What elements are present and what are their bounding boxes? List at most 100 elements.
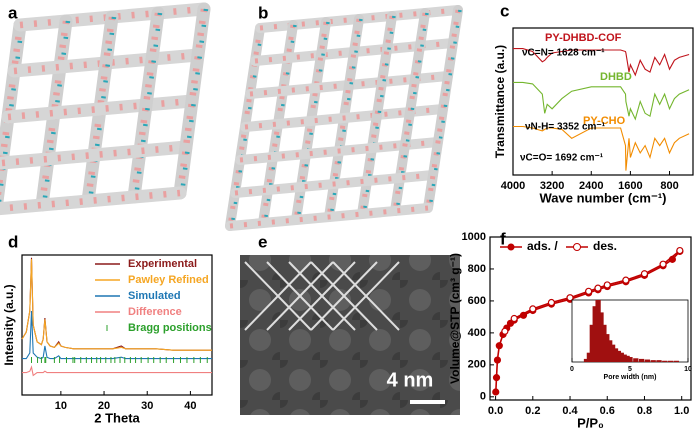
y-axis-label: Intensity (a.u.)	[2, 284, 16, 365]
panel-label: c	[500, 1, 509, 20]
plot-frame	[21, 254, 213, 396]
framework-strand	[423, 5, 463, 213]
data-point	[495, 342, 503, 350]
lattice-overlay	[244, 261, 400, 331]
framework-atoms	[244, 106, 444, 130]
bar	[624, 355, 630, 362]
bar	[618, 352, 624, 362]
annotation: νC=N= 1628 cm⁻¹	[522, 48, 605, 59]
bar	[673, 360, 680, 362]
panel-label: a	[8, 3, 18, 22]
annotation: νN-H= 3352 cm⁻¹	[525, 122, 606, 133]
data-point	[501, 327, 509, 335]
data-point	[492, 388, 500, 396]
bar	[662, 360, 668, 362]
framework-atoms	[428, 9, 462, 209]
framework-atoms	[362, 15, 396, 215]
x-tick-label: 4000	[501, 180, 525, 192]
bar	[627, 357, 633, 362]
panel-label: f	[500, 229, 506, 248]
data-point	[585, 287, 593, 295]
bar	[615, 350, 622, 362]
x-tick-label: 2400	[579, 180, 603, 192]
series-line	[513, 81, 690, 121]
framework-strand	[0, 186, 187, 216]
data-point	[659, 260, 667, 268]
series-label: PY-CHO	[583, 115, 626, 127]
series-line	[513, 48, 690, 77]
x-tick-label: 0.6	[600, 405, 615, 417]
scale-bar-label: 4 nm	[387, 369, 434, 391]
plot-frame	[512, 27, 694, 176]
data-point	[492, 374, 501, 382]
series-line	[21, 257, 212, 351]
legend-label: Pawley Refined	[128, 274, 209, 286]
y-tick-label: 600	[468, 295, 486, 307]
x-tick-label: 1.0	[674, 405, 689, 417]
data-point	[603, 281, 611, 289]
y-tick-label: 0	[480, 391, 486, 403]
legend-label: Experimental	[128, 258, 197, 270]
data-point	[622, 276, 630, 284]
x-axis-label: Wave number (cm⁻¹)	[539, 191, 666, 206]
panel-label: e	[258, 232, 267, 251]
framework-atoms	[19, 5, 205, 29]
framework-strand	[173, 2, 211, 200]
framework-atoms	[329, 18, 363, 218]
x-tick-label: 0.8	[637, 405, 652, 417]
bar	[609, 344, 616, 362]
y-axis-label: Volume@STP (cm³ g⁻¹)	[448, 253, 462, 384]
x-tick-label: 10	[55, 400, 67, 412]
y-axis-label: Transmittance (a.u.)	[493, 45, 507, 158]
x-tick-label: 5	[628, 366, 632, 373]
bar	[607, 340, 613, 362]
data-point	[529, 305, 537, 313]
framework-atoms	[1, 143, 187, 167]
bar	[589, 324, 595, 362]
x-tick-label: 10	[684, 366, 692, 373]
framework-strand	[127, 6, 165, 204]
framework-atoms	[296, 21, 330, 221]
x-tick-label: 800	[660, 180, 678, 192]
lattice-line	[310, 261, 378, 331]
framework-atoms	[0, 189, 181, 212]
y-tick-label: 800	[468, 263, 486, 275]
framework-atoms	[7, 97, 193, 121]
data-point	[566, 294, 574, 302]
legend-label: Difference	[128, 306, 182, 318]
bar	[650, 360, 656, 362]
series-label: DHBD	[600, 71, 632, 83]
x-tick-label: 3200	[540, 180, 564, 192]
bar	[633, 358, 639, 362]
bar	[667, 360, 674, 362]
panel-label: d	[8, 232, 18, 251]
data-point	[640, 270, 649, 278]
x-tick-label: 1600	[618, 180, 642, 192]
series-line	[21, 259, 212, 351]
data-point	[594, 284, 602, 292]
data-point	[547, 298, 556, 307]
y-tick-label: 400	[468, 327, 486, 339]
bar	[638, 358, 645, 362]
legend-label: Simulated	[128, 290, 181, 302]
framework-atoms	[234, 172, 434, 196]
y-tick-label: 200	[468, 359, 486, 371]
panel-label: b	[258, 3, 268, 22]
x-axis-label: Pore width (nm)	[604, 374, 657, 381]
x-tick-label: 0.0	[488, 405, 503, 417]
legend-label: Bragg positions	[128, 322, 212, 334]
bar	[656, 360, 662, 362]
x-tick-label: 0.2	[525, 405, 540, 417]
plot-frame	[489, 236, 692, 401]
bar	[644, 359, 651, 362]
x-tick-label: 0	[570, 366, 574, 373]
bar	[601, 324, 607, 362]
legend-marker	[573, 243, 581, 251]
framework-atoms	[395, 12, 429, 212]
series-line	[22, 310, 212, 360]
legend-marker	[507, 243, 515, 251]
y-tick-label: 1000	[462, 231, 486, 243]
bar	[604, 334, 610, 362]
legend-label: des.	[593, 239, 617, 253]
